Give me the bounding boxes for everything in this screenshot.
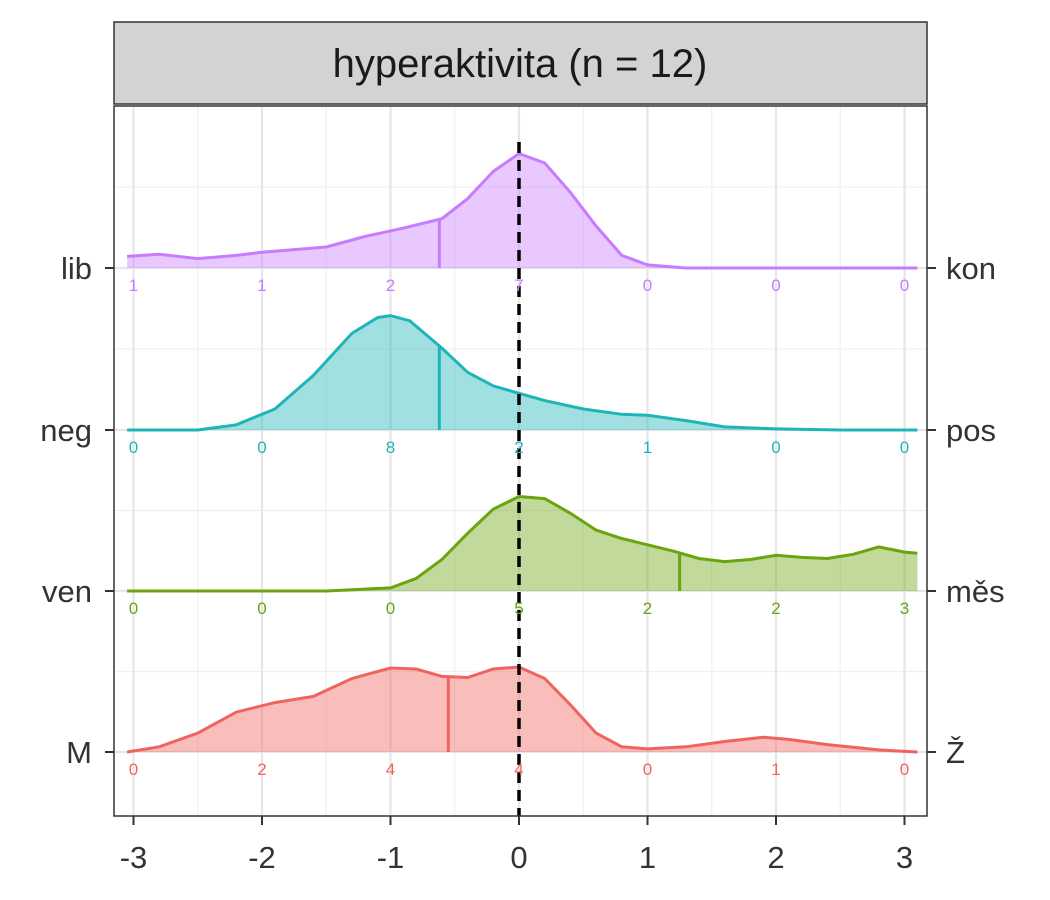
count-label: 8 [386, 438, 395, 457]
density-line [127, 151, 918, 270]
x-tick-label: -1 [377, 840, 405, 875]
density-line [127, 314, 918, 432]
plot-panel-border [113, 105, 928, 817]
y-label-right: Ž [946, 735, 965, 770]
count-label: 3 [900, 599, 909, 618]
count-label: 0 [900, 276, 909, 295]
x-tick-label: 0 [510, 840, 527, 875]
ridge-ven [127, 494, 918, 593]
count-label: 0 [386, 599, 395, 618]
count-label: 1 [257, 276, 266, 295]
count-label: 4 [514, 760, 523, 779]
count-label: 0 [257, 599, 266, 618]
count-label: 2 [643, 599, 652, 618]
y-label-left: ven [42, 574, 92, 609]
count-label: 0 [643, 760, 652, 779]
density-area [127, 315, 918, 430]
x-tick-label: -3 [120, 840, 148, 875]
count-label: 0 [129, 599, 138, 618]
count-label: 2 [257, 760, 266, 779]
density-area [127, 153, 918, 268]
count-label: 7 [514, 276, 523, 295]
count-label: 2 [386, 276, 395, 295]
facet-strip-label: hyperaktivita (n = 12) [333, 42, 708, 86]
y-label-left: M [66, 735, 92, 770]
count-label: 0 [257, 438, 266, 457]
count-labels: 1 1 2 7 0 0 0 0 0 8 2 1 0 0 0 0 0 5 2 2 3 0 2 4 4 0 1 0 [129, 276, 909, 779]
facet-strip [113, 21, 928, 105]
count-label: 0 [129, 760, 138, 779]
x-tick-label: 1 [639, 840, 656, 875]
count-label: 1 [771, 760, 780, 779]
ridge-neg [127, 314, 918, 432]
count-label: 4 [386, 760, 395, 779]
y-label-right: pos [946, 413, 996, 448]
axes: -3 -2 -1 0 1 2 3 lib kon neg pos ven měs M Ž [40, 251, 1004, 875]
density-line [127, 494, 918, 593]
count-label: 1 [129, 276, 138, 295]
y-label-left: neg [40, 413, 92, 448]
count-label: 1 [643, 438, 652, 457]
density-area [127, 667, 918, 752]
count-label: 0 [643, 276, 652, 295]
count-label: 0 [129, 438, 138, 457]
ridges [126, 151, 918, 754]
x-tick-label: -2 [248, 840, 276, 875]
x-tick-label: 3 [896, 840, 913, 875]
y-label-left: lib [61, 251, 92, 286]
count-label: 2 [771, 599, 780, 618]
ridge-lib [127, 151, 918, 270]
count-label: 0 [900, 438, 909, 457]
count-label: 0 [771, 438, 780, 457]
count-label: 2 [514, 438, 523, 457]
count-label: 5 [514, 599, 523, 618]
x-tick-label: 2 [767, 840, 784, 875]
y-label-right: měs [946, 574, 1005, 609]
y-label-right: kon [946, 251, 996, 286]
density-area [127, 496, 918, 591]
count-label: 0 [771, 276, 780, 295]
count-label: 0 [900, 760, 909, 779]
